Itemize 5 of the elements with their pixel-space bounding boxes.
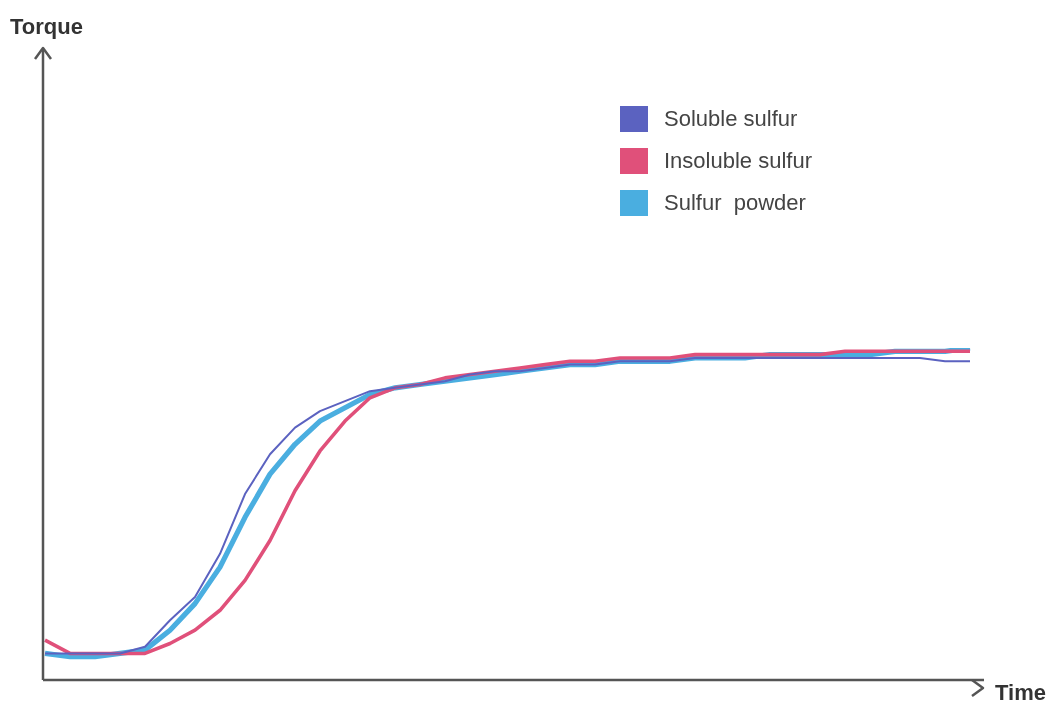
legend-label: Sulfur powder (664, 190, 806, 216)
legend-label: Insoluble sulfur (664, 148, 812, 174)
text: Torque (10, 14, 83, 40)
x-axis-title: Time (995, 680, 1046, 706)
legend-label: Soluble sulfur (664, 106, 798, 132)
